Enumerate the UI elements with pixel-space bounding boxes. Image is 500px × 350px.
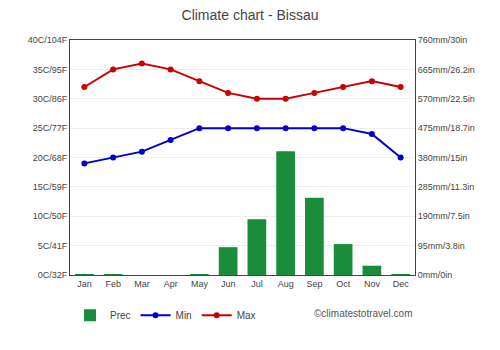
svg-text:20C/68F: 20C/68F [33, 153, 68, 163]
svg-text:Nov: Nov [364, 279, 381, 289]
svg-text:665mm/26.2in: 665mm/26.2in [418, 65, 475, 75]
svg-text:Jun: Jun [221, 279, 236, 289]
svg-text:May: May [191, 279, 209, 289]
svg-text:25C/77F: 25C/77F [33, 123, 68, 133]
svg-text:380mm/15in: 380mm/15in [418, 153, 468, 163]
svg-text:35C/95F: 35C/95F [33, 65, 68, 75]
svg-text:Mar: Mar [134, 279, 150, 289]
svg-text:Feb: Feb [105, 279, 121, 289]
svg-text:15C/59F: 15C/59F [33, 182, 68, 192]
svg-text:475mm/18.7in: 475mm/18.7in [418, 123, 475, 133]
svg-text:Jul: Jul [251, 279, 263, 289]
svg-text:285mm/11.3in: 285mm/11.3in [418, 182, 474, 192]
svg-text:760mm/30in: 760mm/30in [418, 35, 468, 45]
svg-text:Prec: Prec [110, 310, 131, 321]
svg-text:Jan: Jan [77, 279, 92, 289]
svg-text:Dec: Dec [393, 279, 410, 289]
svg-text:190mm/7.5in: 190mm/7.5in [418, 211, 470, 221]
svg-text:30C/86F: 30C/86F [33, 94, 68, 104]
svg-text:Climate chart - Bissau: Climate chart - Bissau [182, 7, 319, 23]
svg-text:0mm/0in: 0mm/0in [418, 270, 453, 280]
svg-text:570mm/22.5in: 570mm/22.5in [418, 94, 475, 104]
svg-text:40C/104F: 40C/104F [28, 35, 68, 45]
svg-text:5C/41F: 5C/41F [38, 241, 68, 251]
svg-text:Aug: Aug [278, 279, 294, 289]
svg-text:Sep: Sep [306, 279, 322, 289]
svg-text:Apr: Apr [164, 279, 178, 289]
svg-text:©climatestotravel.com: ©climatestotravel.com [314, 308, 413, 319]
svg-text:Min: Min [176, 310, 192, 321]
svg-text:Max: Max [237, 310, 256, 321]
svg-text:0C/32F: 0C/32F [38, 270, 68, 280]
svg-text:10C/50F: 10C/50F [33, 211, 68, 221]
svg-text:95mm/3.8in: 95mm/3.8in [418, 241, 465, 251]
svg-text:Oct: Oct [336, 279, 351, 289]
